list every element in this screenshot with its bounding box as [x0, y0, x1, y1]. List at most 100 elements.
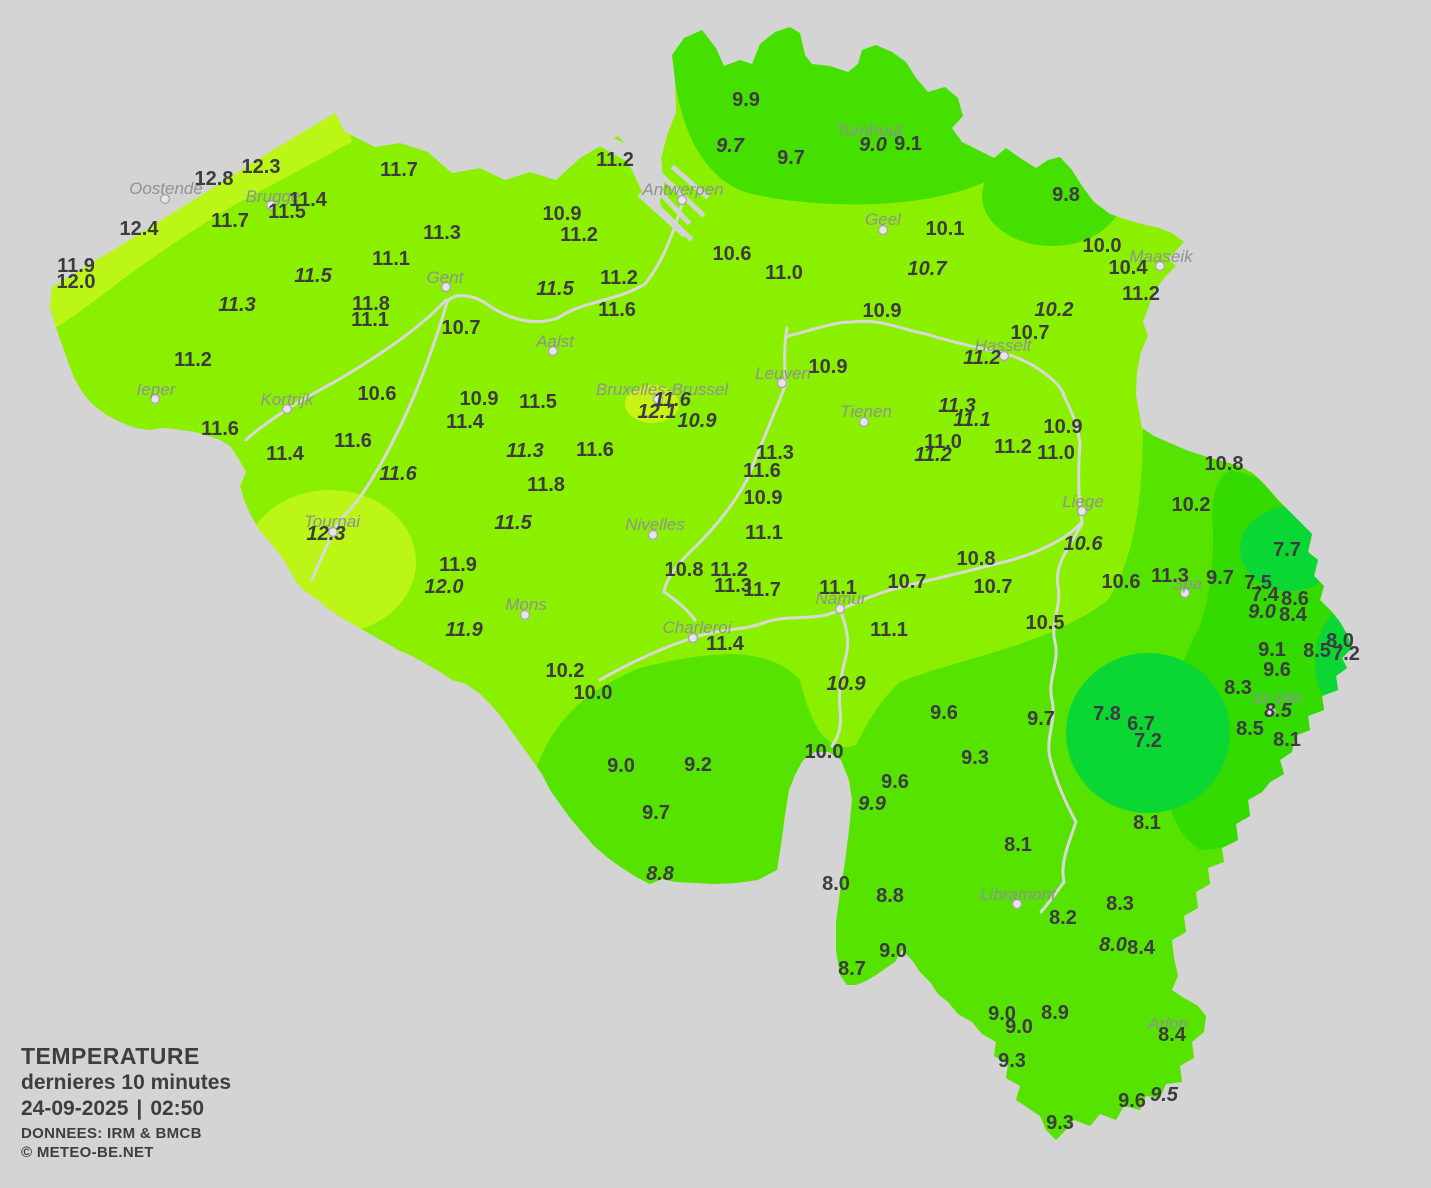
map-datetime: 24-09-2025 | 02:50 — [21, 1096, 231, 1122]
temp-reading: 11.6 — [379, 463, 417, 485]
temp-reading: 12.3 — [307, 523, 346, 545]
map-time: 02:50 — [150, 1096, 205, 1120]
temp-reading: 11.2 — [174, 349, 212, 371]
city-label: Charleroi — [663, 618, 733, 637]
temp-reading: 11.8 — [527, 474, 565, 496]
temp-reading: 12.4 — [120, 218, 160, 240]
temp-reading: 11.3 — [1151, 565, 1189, 587]
city-dot — [327, 526, 339, 538]
temp-reading: 9.9 — [858, 793, 887, 815]
city-dot — [858, 416, 870, 428]
temp-reading: 11.9 — [445, 619, 483, 641]
temp-reading: 12.8 — [195, 168, 234, 190]
temp-reading: 11.0 — [765, 262, 803, 284]
city-label: Nivelles — [625, 515, 685, 534]
temp-reading: 11.7 — [380, 159, 418, 181]
city-dot — [834, 603, 846, 615]
city-dot — [1154, 260, 1166, 272]
temp-reading: 9.8 — [1052, 184, 1080, 206]
city-label: Hasselt — [975, 336, 1033, 355]
temp-reading: 11.8 — [352, 293, 390, 315]
temp-reading: 9.3 — [998, 1050, 1026, 1072]
temp-reading: 10.9 — [744, 487, 783, 509]
temp-reading: 9.0 — [859, 134, 887, 156]
data-source: DONNEES: IRM & BMCB — [21, 1125, 202, 1143]
temp-reading: 8.5 — [1236, 718, 1264, 740]
temp-reading: 8.8 — [876, 885, 904, 907]
temp-reading: 7.5 — [1244, 572, 1272, 594]
temp-reading: 10.6 — [1102, 571, 1141, 593]
temp-reading: 10.7 — [888, 571, 927, 593]
city-label: Tournai — [304, 512, 361, 531]
temp-reading: 10.7 — [442, 317, 481, 339]
temp-reading: 9.9 — [732, 89, 760, 111]
temp-reading: 8.3 — [1106, 893, 1134, 915]
city-dot — [1011, 898, 1023, 910]
temp-reading: 11.1 — [351, 309, 389, 331]
temp-reading: 8.1 — [1004, 834, 1032, 856]
temp-reading: 11.0 — [924, 431, 962, 453]
city-label: Turnhout — [836, 121, 904, 140]
temp-reading: 10.9 — [543, 203, 582, 225]
temp-reading: 10.9 — [809, 356, 848, 378]
temp-reading: 8.0 — [1099, 934, 1127, 956]
temp-reading: 9.0 — [1248, 601, 1276, 623]
temp-reading: 11.5 — [294, 265, 332, 287]
temp-reading: 12.3 — [242, 156, 281, 178]
river-ourthe — [1039, 522, 1084, 914]
temp-reading: 11.2 — [600, 267, 638, 289]
temp-reading: 10.8 — [957, 548, 996, 570]
temp-reading: 10.0 — [805, 741, 844, 763]
temp-reading: 8.9 — [1041, 1002, 1069, 1024]
temp-reading: 12.0 — [425, 576, 464, 598]
city-label: Maaseik — [1129, 247, 1194, 266]
temp-reading: 11.6 — [598, 299, 636, 321]
temp-reading: 9.7 — [716, 135, 745, 157]
city-dot — [159, 193, 171, 205]
temp-spot-brussels-warm — [625, 385, 679, 423]
temp-reading: 9.0 — [988, 1003, 1016, 1025]
temp-reading: 9.5 — [1150, 1084, 1179, 1106]
temp-reading: 8.8 — [646, 863, 675, 885]
city-label: Arlon — [1147, 1014, 1188, 1033]
temp-reading: 10.9 — [863, 300, 902, 322]
temp-reading: 11.2 — [994, 436, 1032, 458]
temp-reading: 11.3 — [506, 440, 543, 462]
temp-spot-east-border — [1315, 604, 1352, 720]
temp-reading: 11.2 — [914, 444, 951, 466]
temp-reading: 9.3 — [1046, 1112, 1074, 1134]
temp-reading: 11.0 — [1037, 442, 1075, 464]
temp-reading: 10.7 — [1011, 322, 1050, 344]
temp-reading: 11.3 — [423, 222, 461, 244]
temp-reading: 8.4 — [1279, 604, 1308, 626]
temp-reading: 10.9 — [460, 388, 499, 410]
temp-reading: 8.1 — [1273, 729, 1301, 751]
temp-reading: 11.6 — [576, 439, 614, 461]
temp-reading: 7.2 — [1134, 730, 1162, 752]
temp-reading: 8.4 — [1158, 1024, 1187, 1046]
river-scheldt — [310, 202, 684, 582]
city-dot — [547, 345, 559, 357]
city-dot — [687, 632, 699, 644]
temp-reading: 11.9 — [57, 255, 95, 277]
temp-reading: 8.5 — [1264, 700, 1293, 722]
temp-reading: 9.0 — [1005, 1016, 1033, 1038]
temp-reading: 11.5 — [519, 391, 557, 413]
temp-reading: 11.3 — [218, 294, 255, 316]
temp-reading: 9.6 — [1118, 1090, 1146, 1112]
temp-reading: 10.8 — [1205, 453, 1244, 475]
city-dot — [652, 393, 664, 405]
temp-reading: 6.7 — [1127, 713, 1155, 735]
copyright: © METEO-BE.NET — [21, 1143, 154, 1161]
temp-reading: 8.3 — [1224, 677, 1252, 699]
temp-reading: 11.4 — [266, 443, 305, 465]
temp-reading: 9.7 — [642, 802, 670, 824]
temp-reading: 10.6 — [713, 243, 752, 265]
temp-reading: 11.1 — [953, 409, 990, 431]
temp-reading: 8.5 — [1303, 640, 1331, 662]
temp-reading: 10.9 — [678, 410, 718, 432]
temp-reading: 11.1 — [870, 619, 908, 641]
rivers-borders — [244, 202, 1084, 914]
temp-reading: 8.0 — [822, 873, 850, 895]
temperature-readings: 9.99.79.79.0 9.19.811.211.712.312.811.411… — [57, 89, 1360, 1134]
